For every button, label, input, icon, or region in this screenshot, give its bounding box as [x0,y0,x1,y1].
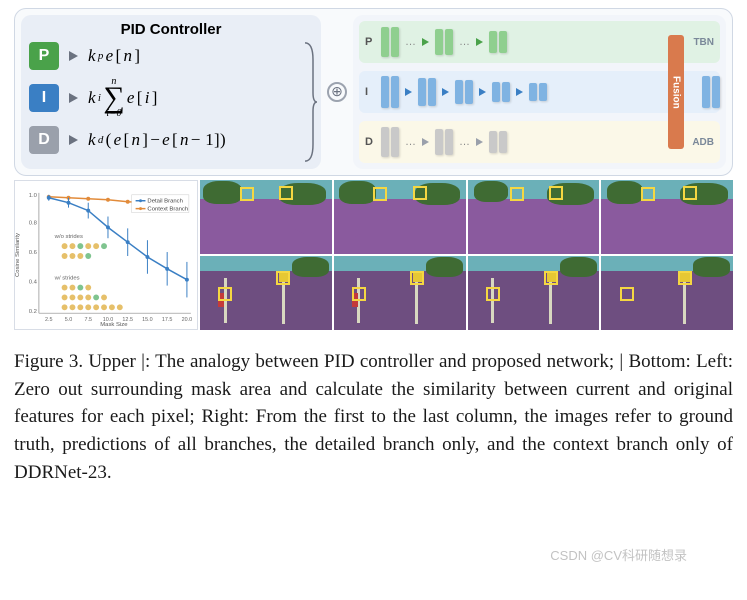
pid-row-p: P kpe[n] [29,42,313,70]
seg-cell [200,180,332,254]
output-stack [702,76,720,108]
p-chip: P [29,42,59,70]
svg-text:0.8: 0.8 [29,220,38,226]
network-panel: P … … TBN I [353,15,726,169]
d-formula: kd(e[n] − e[n − 1]) [88,130,226,150]
svg-text:2.5: 2.5 [45,317,53,323]
branch-d: D … … ADB [359,121,720,163]
bottom-row: Cosine Similarity Mask Size 0.2 0.4 0.6 … [14,180,733,330]
similarity-chart: Cosine Similarity Mask Size 0.2 0.4 0.6 … [14,180,198,330]
arrow-icon [422,138,429,146]
conv-stack [489,31,507,53]
svg-text:15.0: 15.0 [142,317,153,323]
svg-text:20.0: 20.0 [182,317,193,323]
svg-text:10.0: 10.0 [103,317,114,323]
figure-panel: PID Controller P kpe[n] I ki [14,8,733,487]
seg-cell [468,256,600,330]
arrow-icon [442,88,449,96]
branch-p: P … … TBN [359,21,720,63]
d-chip: D [29,126,59,154]
arrow-icon [405,88,412,96]
seg-cell [601,256,733,330]
svg-text:5.0: 5.0 [65,317,73,323]
figure-caption: Figure 3. Upper |: The analogy between P… [14,348,733,487]
svg-text:Context Branch: Context Branch [147,207,188,213]
arrow-icon [516,88,523,96]
conv-stack [435,29,453,55]
seg-cell [200,256,332,330]
brace-icon [303,41,317,163]
p-formula: kpe[n] [88,46,140,66]
i-formula: ki n ∑ i=0 e[i] [88,78,158,118]
svg-text:1.0: 1.0 [29,193,38,199]
arrow-icon [479,88,486,96]
arrow-icon [69,135,78,145]
pid-row-d: D kd(e[n] − e[n − 1]) [29,126,313,154]
pid-title: PID Controller [29,21,313,38]
sigma-icon: n ∑ i=0 [103,78,125,118]
seg-cell [468,180,600,254]
conv-stack [381,27,399,57]
fusion-block: Fusion [668,35,684,149]
pid-rows: P kpe[n] I ki n ∑ i=0 [29,42,313,154]
watermark-text: CSDN @CV科研随想录 [550,545,687,564]
pid-row-i: I ki n ∑ i=0 e[i] [29,74,313,122]
arrow-icon [69,51,78,61]
plus-icon: ⊕ [327,82,347,102]
i-chip: I [29,84,59,112]
chart-ylabel: Cosine Similarity [15,233,21,277]
ellipsis-icon: … [405,36,416,48]
arrow-icon [422,38,429,46]
arrow-icon [476,138,483,146]
branch-i: I [359,71,720,113]
svg-text:w/ strides: w/ strides [54,276,80,282]
seg-cell [334,180,466,254]
arrow-icon [476,38,483,46]
arrow-icon [69,93,78,103]
svg-text:7.5: 7.5 [84,317,92,323]
svg-text:12.5: 12.5 [122,317,133,323]
upper-diagram: PID Controller P kpe[n] I ki [14,8,733,176]
svg-text:0.2: 0.2 [29,309,37,315]
pid-controller-panel: PID Controller P kpe[n] I ki [21,15,321,169]
svg-text:17.5: 17.5 [162,317,173,323]
svg-text:Detail Branch: Detail Branch [147,199,182,205]
svg-text:0.6: 0.6 [29,250,38,256]
seg-cell [601,180,733,254]
segmentation-grid [200,180,733,330]
seg-cell [334,256,466,330]
svg-text:w/o strides: w/o strides [54,234,83,240]
svg-text:0.4: 0.4 [29,280,38,286]
